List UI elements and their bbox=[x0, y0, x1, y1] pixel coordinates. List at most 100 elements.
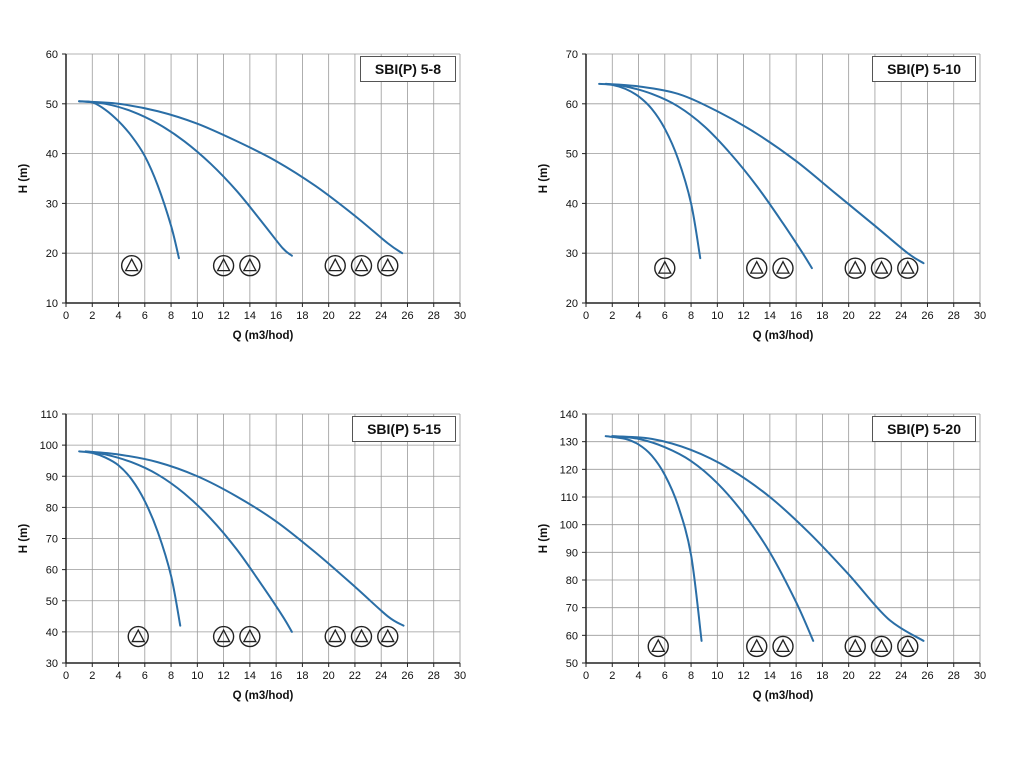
y-tick-label: 40 bbox=[46, 149, 58, 161]
pump-icon bbox=[324, 254, 346, 277]
y-axis-label: H (m) bbox=[18, 524, 30, 554]
y-tick-label: 90 bbox=[46, 471, 58, 483]
y-tick-label: 50 bbox=[46, 596, 58, 608]
x-axis-label: Q (m3/hod) bbox=[753, 330, 814, 342]
pump-curve-2-pumps bbox=[78, 100, 293, 257]
x-tick-label: 12 bbox=[737, 670, 749, 682]
x-tick-label: 6 bbox=[142, 310, 148, 322]
y-tick-label: 110 bbox=[40, 409, 58, 421]
pump-curve-3-pumps bbox=[604, 82, 925, 265]
pump-icon bbox=[212, 625, 235, 648]
y-tick-label: 30 bbox=[46, 658, 58, 670]
y-tick-label: 50 bbox=[46, 99, 58, 111]
pump-icon bbox=[844, 635, 866, 658]
y-tick-label: 130 bbox=[560, 437, 578, 449]
x-tick-label: 28 bbox=[948, 310, 960, 322]
x-tick-label: 6 bbox=[662, 670, 668, 682]
x-tick-label: 4 bbox=[635, 310, 641, 322]
x-tick-label: 6 bbox=[142, 670, 148, 682]
y-tick-label: 80 bbox=[566, 575, 578, 587]
pump-curve-2-pumps bbox=[604, 82, 813, 270]
chart-title: SBI(P) 5-8 bbox=[374, 61, 441, 77]
x-tick-label: 8 bbox=[688, 310, 694, 322]
y-tick-label: 60 bbox=[566, 99, 578, 111]
x-tick-label: 12 bbox=[737, 310, 749, 322]
x-tick-label: 16 bbox=[270, 670, 282, 682]
x-tick-label: 16 bbox=[790, 310, 802, 322]
pump-curve-3-pumps bbox=[78, 100, 404, 255]
x-tick-label: 14 bbox=[244, 670, 256, 682]
x-tick-label: 30 bbox=[454, 310, 466, 322]
y-tick-label: 70 bbox=[566, 603, 578, 615]
x-tick-label: 10 bbox=[191, 310, 203, 322]
y-tick-label: 40 bbox=[46, 627, 58, 639]
pump-icon bbox=[897, 635, 919, 658]
x-tick-label: 2 bbox=[609, 310, 615, 322]
pump-icon bbox=[870, 257, 893, 279]
x-tick-label: 18 bbox=[816, 310, 828, 322]
y-tick-label: 30 bbox=[566, 248, 578, 260]
pump-icon bbox=[350, 254, 373, 277]
x-tick-label: 30 bbox=[974, 310, 986, 322]
pump-icon bbox=[746, 635, 768, 658]
pump-icon bbox=[350, 625, 373, 648]
x-tick-label: 4 bbox=[115, 310, 121, 322]
chart-canvas-sbip-5-15: 0 2 4 6 8 10 12 14 16 18 20 22 24 26 28 303040506070809… bbox=[18, 409, 466, 702]
x-tick-label: 12 bbox=[217, 310, 229, 322]
y-tick-label: 70 bbox=[46, 534, 58, 546]
x-tick-label: 26 bbox=[921, 310, 933, 322]
x-tick-label: 14 bbox=[764, 310, 776, 322]
x-tick-label: 6 bbox=[662, 310, 668, 322]
y-tick-label: 20 bbox=[46, 248, 58, 260]
pump-icon bbox=[844, 257, 866, 279]
y-tick-label: 20 bbox=[566, 298, 578, 310]
chart-title: SBI(P) 5-10 bbox=[887, 61, 961, 77]
y-tick-label: 80 bbox=[46, 502, 58, 514]
x-tick-label: 10 bbox=[191, 670, 203, 682]
x-tick-label: 24 bbox=[375, 670, 387, 682]
x-tick-label: 26 bbox=[921, 670, 933, 682]
pump-icon bbox=[647, 635, 669, 658]
x-tick-label: 16 bbox=[270, 310, 282, 322]
pump-icon bbox=[870, 635, 893, 658]
x-tick-label: 26 bbox=[401, 310, 413, 322]
x-tick-label: 20 bbox=[843, 670, 855, 682]
pump-icon bbox=[654, 257, 676, 279]
x-tick-label: 26 bbox=[401, 670, 413, 682]
pump-icon bbox=[772, 635, 794, 658]
x-tick-label: 8 bbox=[168, 310, 174, 322]
y-tick-label: 50 bbox=[566, 658, 578, 670]
x-tick-label: 4 bbox=[635, 670, 641, 682]
x-tick-label: 22 bbox=[869, 310, 881, 322]
pump-icon bbox=[897, 257, 919, 279]
x-tick-label: 2 bbox=[609, 670, 615, 682]
pump-icon bbox=[772, 257, 794, 279]
x-tick-label: 30 bbox=[974, 670, 986, 682]
x-tick-label: 22 bbox=[869, 670, 881, 682]
x-tick-label: 0 bbox=[583, 670, 589, 682]
pump-curve-2-pumps bbox=[611, 435, 815, 642]
x-tick-label: 24 bbox=[375, 310, 387, 322]
x-tick-label: 20 bbox=[843, 310, 855, 322]
x-tick-label: 14 bbox=[244, 310, 256, 322]
x-tick-label: 0 bbox=[63, 670, 69, 682]
x-tick-label: 18 bbox=[816, 670, 828, 682]
pump-icon bbox=[120, 254, 143, 277]
chart-title-box: SBI(P) 5-15 bbox=[352, 416, 456, 442]
chart-canvas-sbip-5-20: 0 2 4 6 8 10 12 14 16 18 20 22 24 26 28 305060708090100… bbox=[538, 409, 986, 702]
x-tick-label: 2 bbox=[89, 310, 95, 322]
pump-icon bbox=[239, 254, 261, 277]
x-tick-label: 20 bbox=[323, 670, 335, 682]
chart-title: SBI(P) 5-20 bbox=[887, 421, 961, 437]
y-tick-label: 40 bbox=[566, 198, 578, 210]
y-axis-label: H (m) bbox=[538, 164, 550, 194]
chart-sbip-5-10: 0 2 4 6 8 10 12 14 16 18 20 22 24 26 28 30 20 30 40 50 60 70 Q… bbox=[534, 42, 994, 347]
y-tick-label: 120 bbox=[560, 464, 578, 476]
x-tick-label: 28 bbox=[428, 670, 440, 682]
y-tick-label: 90 bbox=[566, 547, 578, 559]
chart-canvas-sbip-5-8: 0 2 4 6 8 10 12 14 16 18 20 22 24 26 28 30102030405060Q… bbox=[18, 49, 466, 342]
chart-sbip-5-8: 0 2 4 6 8 10 12 14 16 18 20 22 24 26 28 30 10 20 30 40 50 60 Q… bbox=[14, 42, 474, 347]
x-axis-label: Q (m3/hod) bbox=[233, 330, 294, 342]
x-axis-label: Q (m3/hod) bbox=[753, 690, 814, 702]
